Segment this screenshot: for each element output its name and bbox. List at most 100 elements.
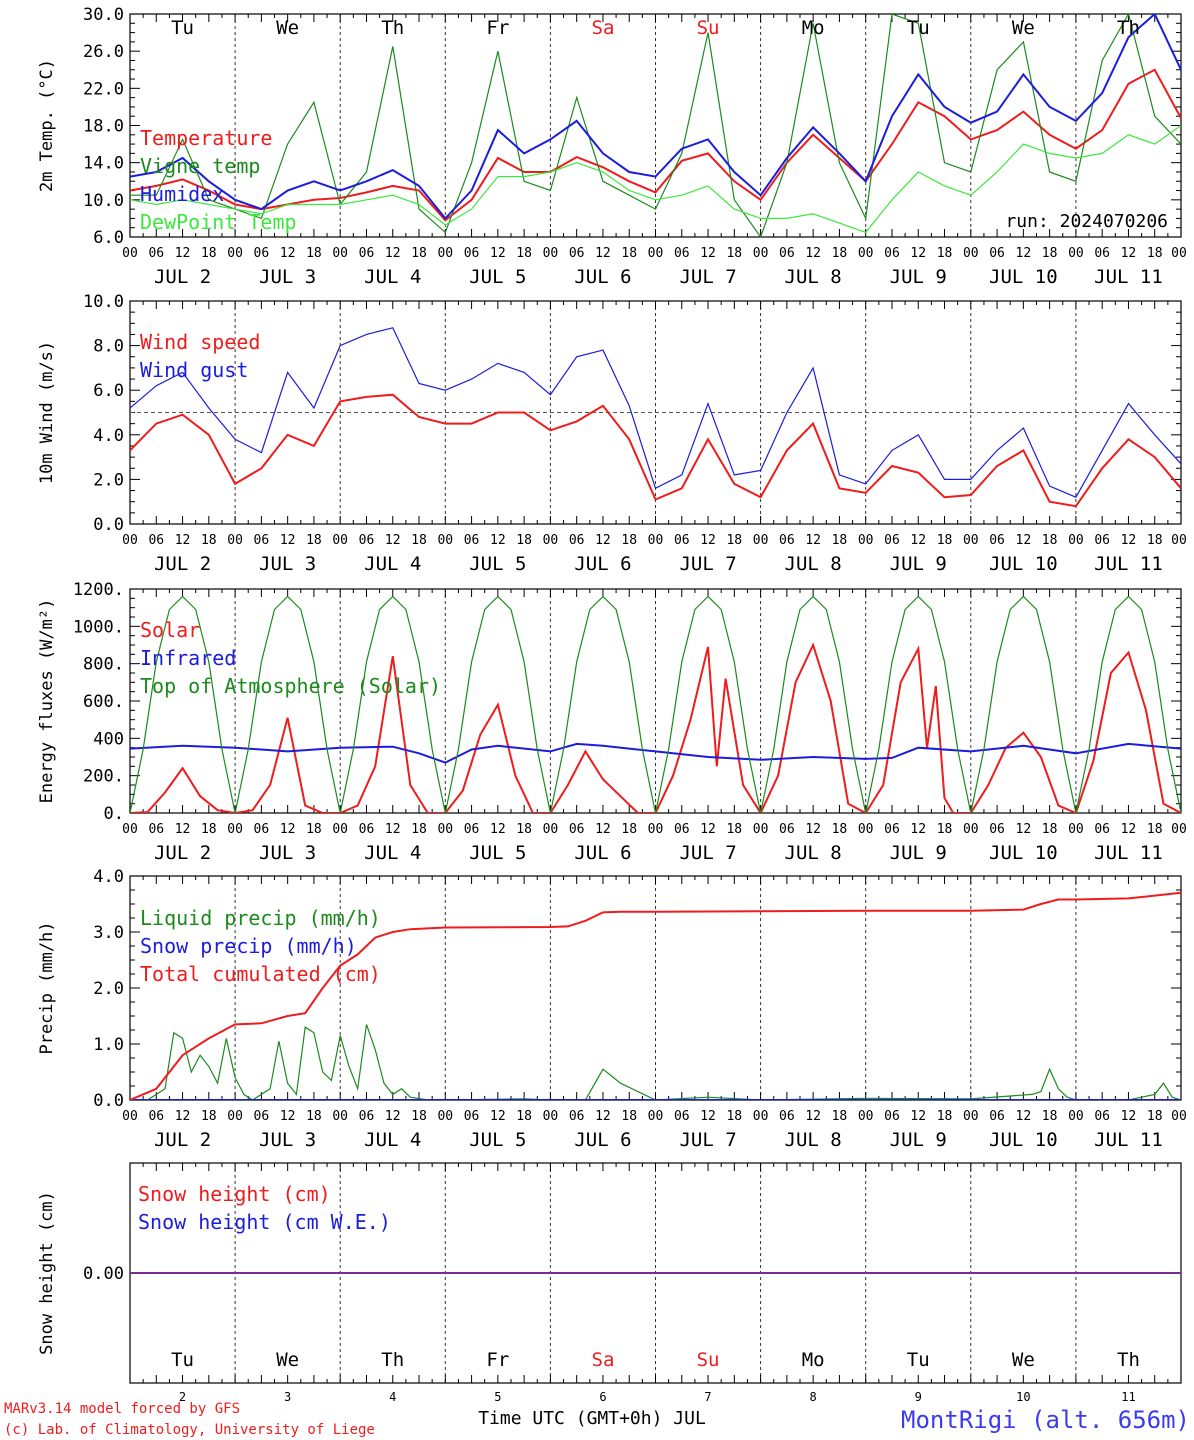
panel-5: 0.00 Snow height (cm) Snow height (cm) Snow… (37, 1162, 1182, 1404)
hour-tick-label: 06 (464, 246, 480, 261)
hour-tick-label: 00 (858, 1109, 874, 1124)
hour-tick-label: 18 (832, 822, 848, 837)
weekday-label: Sa (592, 17, 615, 39)
hour-tick-label: 12 (700, 246, 716, 261)
date-label: JUL 9 (890, 553, 947, 575)
series-line (130, 742, 1181, 764)
series-line (130, 891, 1181, 1100)
date-label: JUL 10 (989, 266, 1058, 288)
hour-tick-label: 00 (122, 822, 138, 837)
hour-tick-label: 06 (464, 533, 480, 548)
y-tick-label: 10.0 (83, 292, 124, 312)
day-number-label: 8 (810, 1390, 817, 1404)
hour-tick-label: 06 (884, 246, 900, 261)
weekday-label: Th (381, 1349, 404, 1371)
hour-tick-label: 06 (884, 533, 900, 548)
series-line (130, 14, 1181, 220)
y-tick-label: 800. (83, 655, 124, 675)
hour-tick-label: 18 (306, 533, 322, 548)
hour-tick-label: 18 (832, 1109, 848, 1124)
date-label: JUL 2 (154, 842, 211, 864)
weekday-label: Su (697, 1349, 720, 1371)
hour-tick-label: 12 (700, 822, 716, 837)
y-axis-label: 10m Wind (m/s) (37, 341, 57, 484)
hour-tick-label: 06 (148, 246, 164, 261)
hour-tick-label: 18 (411, 1109, 427, 1124)
y-tick-label: 0.0 (93, 515, 124, 535)
hour-tick-label: 00 (858, 533, 874, 548)
hour-tick-label: 06 (254, 246, 270, 261)
weekday-label: Sa (592, 1349, 615, 1371)
date-label: JUL 3 (259, 842, 316, 864)
y-tick-label: 0.00 (83, 1264, 124, 1284)
hour-tick-label: 06 (674, 533, 690, 548)
hour-tick-label: 06 (779, 533, 795, 548)
y-tick-label: 26.0 (83, 42, 124, 62)
hour-tick-label: 18 (937, 246, 953, 261)
station-name: MontRigi (alt. 656m) (901, 1406, 1190, 1434)
hour-tick-label: 18 (832, 533, 848, 548)
hour-tick-label: 18 (411, 246, 427, 261)
y-tick-label: 400 (93, 729, 124, 749)
series-line (130, 642, 1181, 813)
hour-tick-label: 18 (1042, 1109, 1058, 1124)
date-label: JUL 3 (259, 266, 316, 288)
day-number-label: 6 (599, 1390, 606, 1404)
hour-tick-label: 06 (989, 246, 1005, 261)
hour-tick-label: 18 (1147, 533, 1163, 548)
date-label: JUL 11 (1094, 842, 1163, 864)
hour-tick-label: 12 (910, 533, 926, 548)
hour-tick-label: 00 (543, 246, 559, 261)
x-axis-label: Time UTC (GMT+0h) JUL (478, 1408, 706, 1429)
hour-tick-label: 12 (490, 1109, 506, 1124)
date-label: JUL 2 (154, 553, 211, 575)
hour-tick-label: 00 (1171, 822, 1187, 837)
hour-tick-label: 00 (1068, 533, 1084, 548)
hour-tick-label: 06 (464, 822, 480, 837)
panel-1: 6.0 10.0 14.0 18.0 22.0 26.0 30.0 2m Temp. (°C)… (37, 5, 1187, 288)
hour-tick-label: 18 (726, 1109, 742, 1124)
hour-tick-label: 06 (254, 1109, 270, 1124)
hour-tick-label: 12 (910, 246, 926, 261)
day-number-label: 4 (389, 1390, 396, 1404)
hour-tick-label: 00 (648, 822, 664, 837)
hour-tick-label: 12 (490, 246, 506, 261)
hour-tick-label: 06 (674, 1109, 690, 1124)
y-tick-label: 6.0 (93, 228, 124, 248)
hour-tick-label: 00 (543, 1109, 559, 1124)
weekday-label: We (1012, 17, 1035, 39)
hour-tick-label: 18 (1042, 246, 1058, 261)
legend-entry: Wind speed (140, 330, 260, 354)
hour-tick-label: 06 (569, 822, 585, 837)
hour-tick-label: 18 (306, 822, 322, 837)
hour-tick-label: 12 (280, 1109, 296, 1124)
panel-frame (129, 588, 1182, 814)
hour-tick-label: 06 (359, 533, 375, 548)
hour-tick-label: 12 (175, 533, 191, 548)
hour-tick-label: 18 (621, 533, 637, 548)
date-label: JUL 2 (154, 1129, 211, 1151)
hour-tick-label: 00 (1171, 533, 1187, 548)
hour-tick-label: 12 (385, 822, 401, 837)
date-label: JUL 5 (469, 1129, 526, 1151)
legend-entry: Vigne temp (140, 154, 260, 178)
y-tick-label: 1.0 (93, 1035, 124, 1055)
y-tick-label: 2.0 (93, 979, 124, 999)
hour-tick-label: 06 (148, 1109, 164, 1124)
hour-tick-label: 18 (1042, 533, 1058, 548)
hour-tick-label: 06 (569, 1109, 585, 1124)
hour-tick-label: 12 (1121, 822, 1137, 837)
hour-tick-label: 12 (1121, 246, 1137, 261)
weekday-label: Su (697, 17, 720, 39)
hour-tick-label: 18 (1042, 822, 1058, 837)
hour-tick-label: 00 (1068, 822, 1084, 837)
hour-tick-label: 12 (910, 822, 926, 837)
hour-tick-label: 18 (411, 822, 427, 837)
hour-tick-label: 06 (779, 246, 795, 261)
weekday-label: Tu (907, 1349, 930, 1371)
hour-tick-label: 12 (280, 533, 296, 548)
hour-tick-label: 06 (569, 533, 585, 548)
hour-tick-label: 12 (490, 533, 506, 548)
hour-tick-label: 00 (227, 246, 243, 261)
hour-tick-label: 00 (1171, 1109, 1187, 1124)
